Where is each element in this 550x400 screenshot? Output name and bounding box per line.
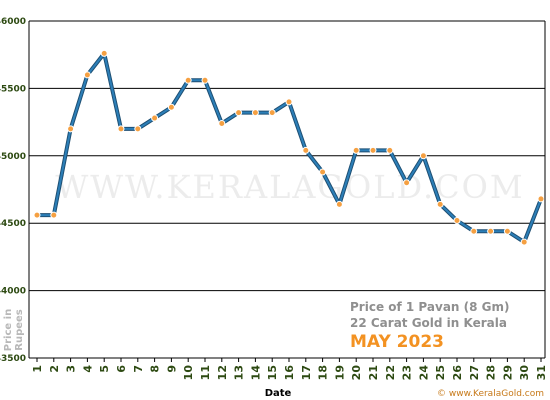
x-tick-label: 11 — [199, 365, 212, 380]
x-tick-label: 13 — [233, 365, 246, 380]
x-tick-label: 18 — [317, 365, 330, 380]
y-tick-label: 45000 — [0, 152, 26, 162]
x-axis-label: Date — [265, 388, 292, 399]
x-axis-ticks: 1 2 3 4 5 6 7 8 9 10 11 12 13 14 15 16 17 18 19 20 21 22 23 24 2… — [31, 358, 548, 380]
x-tick-label: 21 — [367, 365, 380, 380]
data-point — [100, 49, 108, 57]
watermark: WWW.KERALAGOLD.COM — [55, 168, 524, 206]
data-point — [520, 238, 528, 246]
info-pavan: Price of 1 Pavan (8 Gm) — [350, 300, 510, 314]
x-tick-label: 24 — [417, 365, 430, 381]
x-tick-label: 17 — [300, 365, 313, 380]
x-tick-label: 25 — [434, 365, 447, 380]
data-point — [503, 227, 511, 235]
data-point — [419, 152, 427, 160]
data-point — [50, 211, 58, 219]
x-tick-label: 6 — [115, 365, 128, 373]
data-point — [335, 200, 343, 208]
x-tick-label: 28 — [485, 365, 498, 380]
data-point — [201, 76, 209, 84]
data-point — [33, 211, 41, 219]
x-tick-label: 30 — [518, 365, 531, 381]
info-carat: 22 Carat Gold in Kerala — [350, 316, 507, 330]
y-axis-ticks: 43500 44000 44500 45000 45500 46000 — [0, 17, 26, 364]
x-tick-label: 31 — [535, 365, 548, 380]
data-point — [470, 227, 478, 235]
data-point — [285, 98, 293, 106]
data-point — [83, 71, 91, 79]
x-tick-label: 8 — [149, 365, 162, 373]
y-tick-label: 43500 — [0, 354, 26, 364]
data-point — [167, 103, 175, 111]
x-tick-label: 5 — [98, 365, 111, 373]
x-tick-label: 22 — [384, 365, 397, 380]
series-line-shadow — [37, 51, 543, 245]
x-tick-label: 7 — [132, 365, 145, 373]
data-point — [134, 125, 142, 133]
data-point — [67, 125, 75, 133]
x-tick-label: 9 — [165, 365, 178, 373]
y-tick-label: 45500 — [0, 84, 26, 94]
data-point — [436, 200, 444, 208]
info-month: MAY 2023 — [350, 332, 444, 352]
x-tick-label: 1 — [31, 365, 44, 373]
x-tick-label: 10 — [182, 365, 195, 381]
data-point — [487, 227, 495, 235]
plot-area — [33, 49, 545, 246]
x-tick-label: 16 — [283, 365, 296, 381]
x-tick-label: 2 — [48, 365, 61, 373]
data-point — [453, 217, 461, 225]
x-tick-label: 20 — [350, 365, 363, 381]
grid-lines — [28, 20, 546, 359]
y-tick-label: 46000 — [0, 17, 26, 27]
y-axis-label-line2: Rupees — [14, 309, 25, 351]
x-tick-label: 29 — [501, 365, 514, 380]
x-tick-label: 15 — [266, 365, 279, 380]
x-tick-label: 12 — [216, 365, 229, 380]
y-axis-label: Price in Rupees — [3, 309, 25, 351]
data-point — [352, 146, 360, 154]
data-point — [403, 179, 411, 187]
x-tick-label: 14 — [249, 365, 262, 381]
data-point — [302, 146, 310, 154]
data-point — [151, 114, 159, 122]
x-tick-label: 27 — [468, 365, 481, 380]
x-tick-label: 23 — [401, 365, 414, 380]
series-line — [37, 52, 542, 244]
data-point — [268, 109, 276, 117]
y-axis-label-line1: Price in — [3, 309, 14, 351]
data-point — [369, 146, 377, 154]
data-point — [235, 109, 243, 117]
y-tick-label: 44000 — [0, 287, 26, 297]
data-point — [117, 125, 125, 133]
x-tick-label: 3 — [65, 365, 78, 373]
data-point — [386, 146, 394, 154]
y-tick-label: 44500 — [0, 219, 26, 229]
x-tick-label: 26 — [451, 365, 464, 381]
data-point — [184, 76, 192, 84]
data-point — [319, 168, 327, 176]
x-tick-label: 19 — [333, 365, 346, 380]
data-point — [537, 195, 545, 203]
x-tick-label: 4 — [81, 365, 94, 373]
data-point — [218, 119, 226, 127]
footer-credit: © www.KeralaGold.com — [437, 389, 544, 399]
data-point — [251, 109, 259, 117]
